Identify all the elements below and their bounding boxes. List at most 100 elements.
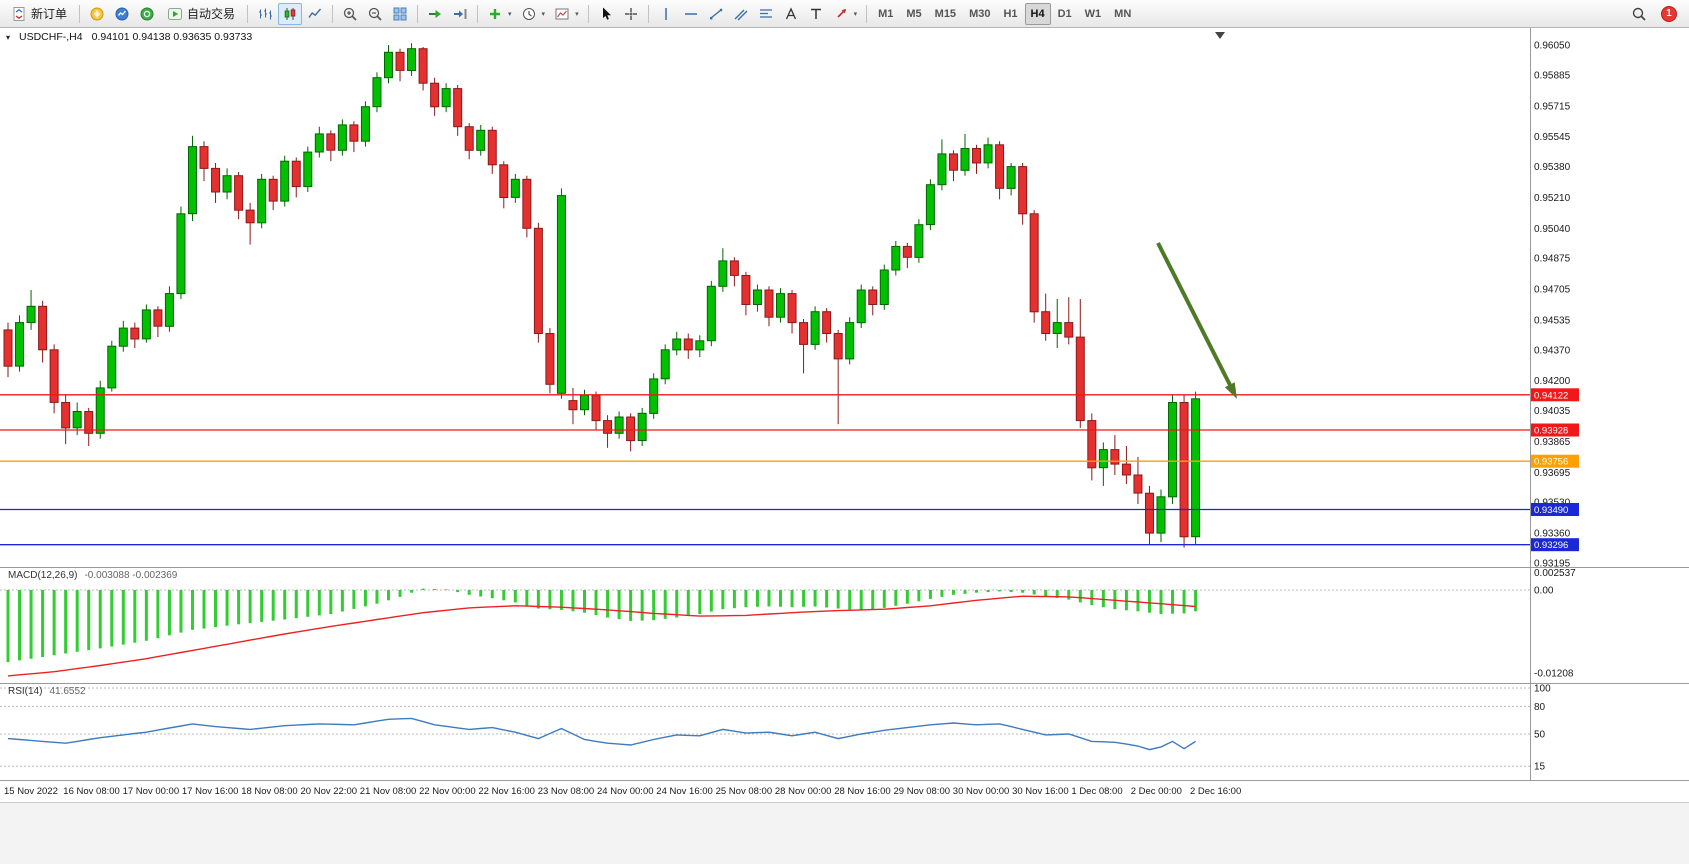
line-chart-button[interactable] xyxy=(303,3,327,25)
timeframe-mn-button[interactable]: MN xyxy=(1108,3,1137,25)
time-axis-label: 24 Nov 16:00 xyxy=(656,786,713,797)
chart-header: ▾ USDCHF-,H4 0.94101 0.94138 0.93635 0.9… xyxy=(6,31,252,43)
text-label-button[interactable] xyxy=(804,3,828,25)
candle-body xyxy=(649,378,659,414)
candle-body xyxy=(164,293,174,327)
crosshair-icon xyxy=(624,7,637,20)
candle-body xyxy=(914,224,924,258)
metaeditor-button[interactable] xyxy=(85,3,109,25)
candle-body xyxy=(1179,402,1189,538)
candle-body xyxy=(960,148,970,171)
trend-arrow-annotation[interactable] xyxy=(1156,242,1232,386)
one-click-trading-toggle[interactable]: ▾ xyxy=(6,32,11,42)
tile-windows-button[interactable] xyxy=(388,3,412,25)
candle-body xyxy=(1121,463,1131,476)
candle-body xyxy=(810,311,820,345)
candle-body xyxy=(72,411,82,429)
timeframe-w1-button[interactable]: W1 xyxy=(1079,3,1108,25)
candle-body xyxy=(891,245,901,271)
timeframe-m15-button[interactable]: M15 xyxy=(929,3,962,25)
macd-histogram xyxy=(6,588,1198,663)
search-icon xyxy=(1632,7,1646,21)
arrows-button[interactable]: ▾ xyxy=(829,3,862,25)
fibonacci-button[interactable] xyxy=(754,3,778,25)
price-axis-tick: 0.96050 xyxy=(1534,41,1571,52)
zoom-out-icon xyxy=(368,7,382,21)
candle-body xyxy=(15,322,25,367)
timeframe-d1-button[interactable]: D1 xyxy=(1052,3,1078,25)
autotrading-button[interactable]: 自动交易 xyxy=(160,3,242,25)
crosshair-button[interactable] xyxy=(619,3,643,25)
price-axis-tick: 0.94705 xyxy=(1534,285,1571,296)
market-watch-button[interactable] xyxy=(110,3,134,25)
price-axis-tick: 0.94535 xyxy=(1534,315,1571,326)
arrows-icon xyxy=(837,8,846,18)
candle-body xyxy=(349,124,359,142)
trendline-button[interactable] xyxy=(704,3,728,25)
candle-body xyxy=(464,126,474,151)
candle-body xyxy=(257,178,267,224)
search-button[interactable] xyxy=(1627,3,1651,25)
macd-signal-line xyxy=(7,595,1196,677)
time-axis-label: 16 Nov 08:00 xyxy=(63,786,120,797)
time-axis-label: 30 Nov 16:00 xyxy=(1012,786,1069,797)
horizontal-line-icon xyxy=(684,12,697,15)
timeframe-m1-button[interactable]: M1 xyxy=(872,3,899,25)
vertical-line-button[interactable] xyxy=(654,3,678,25)
timeframe-h1-button[interactable]: H1 xyxy=(997,3,1023,25)
candle-body xyxy=(395,51,405,71)
candle-body xyxy=(3,329,13,367)
candle-body xyxy=(1110,449,1120,465)
text-button[interactable] xyxy=(779,3,803,25)
candle-body xyxy=(26,305,36,324)
toolbar: 新订单 自动交易 xyxy=(0,0,1689,28)
text-label-icon xyxy=(810,8,821,19)
candle-body xyxy=(314,133,324,153)
templates-button[interactable]: ▾ xyxy=(550,3,583,25)
price-line-label-bg xyxy=(1531,538,1579,552)
chart-ohlc-values: 0.94101 0.94138 0.93635 0.93733 xyxy=(91,31,253,43)
candle-body xyxy=(245,209,255,224)
bar-chart-button[interactable] xyxy=(253,3,277,25)
new-order-label: 新订单 xyxy=(31,7,68,21)
cursor-button[interactable] xyxy=(594,3,618,25)
time-axis-label: 17 Nov 16:00 xyxy=(182,786,239,797)
candle-body xyxy=(360,106,370,142)
channel-button[interactable] xyxy=(729,3,753,25)
time-axis-label: 2 Dec 00:00 xyxy=(1131,786,1182,797)
candle-body xyxy=(799,322,809,345)
candle-body xyxy=(430,82,440,108)
chart-canvas[interactable]: 0.96050 0.95885 0.95715 0.95545 0.95380 0.952… xyxy=(0,28,1689,864)
timeframe-m5-button[interactable]: M5 xyxy=(900,3,927,25)
indicators-button[interactable]: ▾ xyxy=(483,3,516,25)
chart-shift-button[interactable] xyxy=(448,3,472,25)
new-order-button[interactable]: 新订单 xyxy=(4,3,74,25)
price-axis-tick: 0.95545 xyxy=(1534,132,1571,143)
horizontal-line-button[interactable] xyxy=(679,3,703,25)
zoom-out-button[interactable] xyxy=(363,3,387,25)
notification-badge[interactable]: 1 xyxy=(1661,5,1677,22)
timeframe-h4-button[interactable]: H4 xyxy=(1024,2,1051,25)
candle-body xyxy=(383,51,393,79)
chart-shift-marker[interactable] xyxy=(1215,32,1225,39)
candlestick-chart-button[interactable] xyxy=(278,2,303,25)
macd-values: -0.003088 -0.002369 xyxy=(84,570,178,581)
time-axis-label: 29 Nov 08:00 xyxy=(894,786,951,797)
time-axis-label: 21 Nov 08:00 xyxy=(360,786,417,797)
expert-advisors-button[interactable] xyxy=(135,3,159,25)
candle-body xyxy=(614,416,624,434)
time-axis-label: 25 Nov 08:00 xyxy=(716,786,773,797)
candle-body xyxy=(672,338,682,351)
rsi-value: 41.6552 xyxy=(49,686,86,697)
price-axis-tick: 0.94200 xyxy=(1534,376,1571,387)
candle-body xyxy=(856,289,866,324)
timeframe-m30-button[interactable]: M30 xyxy=(963,3,996,25)
periods-button[interactable]: ▾ xyxy=(517,3,550,25)
time-axis-label: 22 Nov 16:00 xyxy=(478,786,535,797)
toolbar-separator xyxy=(79,4,81,23)
macd-axis-label: 0.00 xyxy=(1534,586,1554,597)
zoom-in-button[interactable] xyxy=(338,3,362,25)
auto-scroll-button[interactable] xyxy=(423,3,447,25)
trend-arrow-head xyxy=(1224,382,1237,399)
autotrading-icon xyxy=(168,7,183,20)
